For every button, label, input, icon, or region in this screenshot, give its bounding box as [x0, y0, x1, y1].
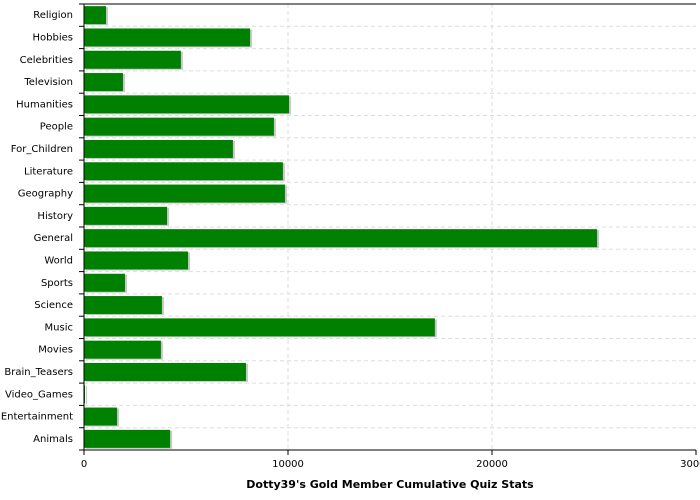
y-tick-label: Celebrities	[20, 55, 73, 66]
y-tick-label: Humanities	[16, 99, 73, 110]
bar	[84, 251, 189, 270]
bar	[84, 162, 283, 181]
y-tick-label: Entertainment	[1, 412, 73, 423]
bar	[84, 385, 86, 404]
bar	[84, 73, 123, 92]
y-tick-label: Video_Games	[5, 389, 73, 400]
bar	[84, 206, 168, 225]
bar	[84, 6, 107, 25]
y-tick-label: Science	[34, 300, 73, 311]
y-tick-label: Hobbies	[33, 32, 73, 43]
y-tick-label: People	[40, 122, 73, 133]
bar	[84, 95, 290, 114]
y-tick-label: History	[37, 211, 73, 222]
bar	[84, 340, 161, 359]
y-tick-label: Animals	[33, 434, 73, 445]
bar	[84, 184, 285, 203]
bar	[84, 229, 598, 248]
bar	[84, 28, 251, 47]
x-axis-label: Dotty39's Gold Member Cumulative Quiz St…	[246, 478, 534, 491]
bar	[84, 117, 274, 136]
y-tick-label: General	[34, 233, 73, 244]
x-tick-label: 20000	[476, 459, 508, 470]
bar-shadow	[86, 386, 88, 405]
y-tick-label: Literature	[24, 166, 73, 177]
bar	[84, 273, 126, 292]
bar	[84, 296, 162, 315]
x-tick-label: 10000	[272, 459, 304, 470]
y-tick-label: Sports	[41, 278, 73, 289]
bar	[84, 50, 181, 69]
x-tick-label: 30000	[680, 459, 700, 470]
y-tick-label: Movies	[38, 345, 73, 356]
bar	[84, 139, 233, 158]
bar	[84, 429, 171, 448]
y-tick-label: Music	[45, 322, 73, 333]
bar	[84, 362, 246, 381]
bar	[84, 407, 118, 426]
bar	[84, 318, 435, 337]
y-tick-label: World	[44, 255, 73, 266]
x-tick-label: 0	[81, 459, 87, 470]
y-tick-label: Television	[23, 77, 73, 88]
y-tick-label: Religion	[33, 10, 73, 21]
y-tick-label: Geography	[18, 189, 73, 200]
y-tick-label: For_Children	[11, 144, 73, 155]
y-tick-label: Brain_Teasers	[4, 367, 73, 378]
